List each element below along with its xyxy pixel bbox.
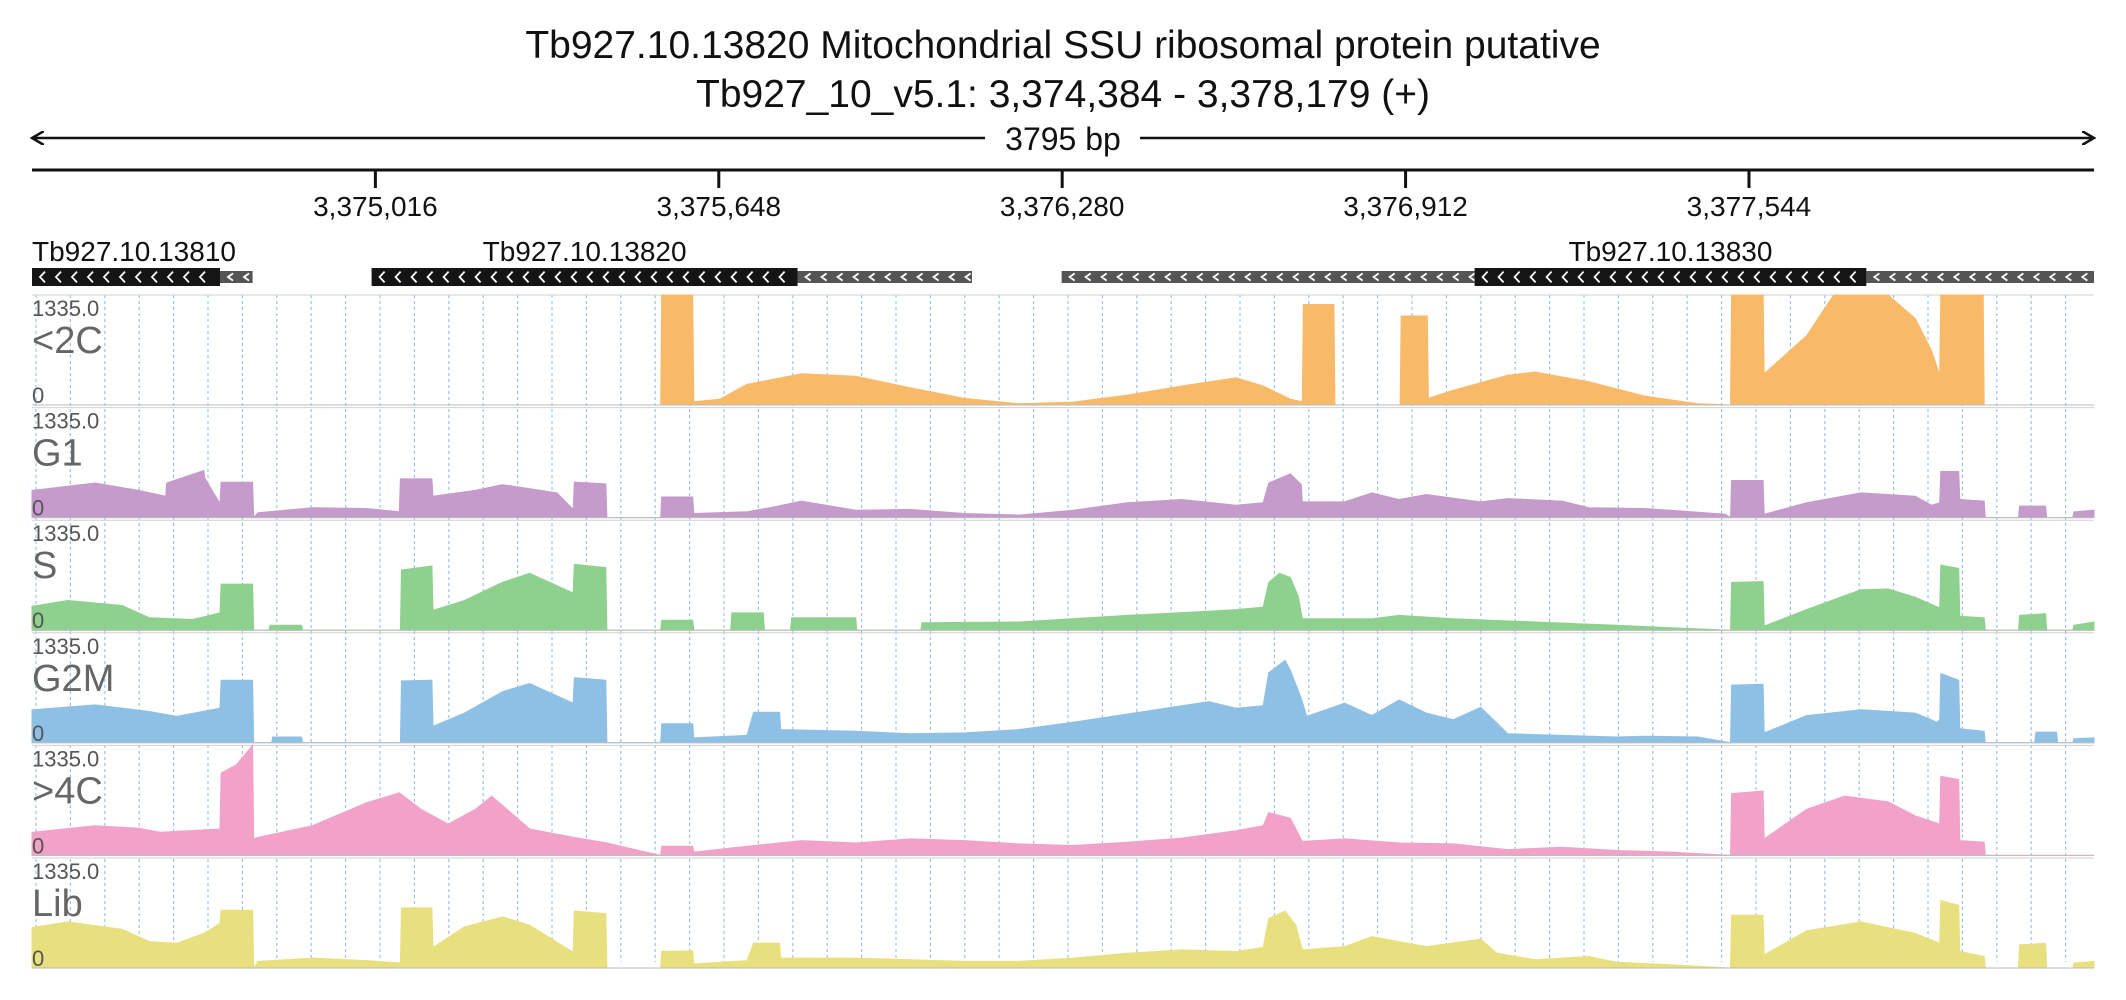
y-max-label: 1335.0 [32,409,99,434]
track-g2m: 1335.0 0 G2M [31,632,2095,746]
track-name: <2C [32,320,103,362]
track-name: G1 [32,433,83,475]
coverage-tracks: 1335.00<2C1335.00G11335.00S1335.00G2M133… [31,294,2095,971]
span-label: 3795 bp [1005,121,1121,157]
gene-label: Tb927.10.13830 [1568,236,1772,267]
y-max-label: 1335.0 [32,296,99,321]
axis-tick-label: 3,376,280 [1000,191,1125,222]
y-min-label: 0 [32,946,44,971]
gene-utr [219,271,253,283]
strand-chevrons [226,272,250,282]
track-s: 1335.0 0 S [31,519,2095,633]
coverage-area [32,294,2094,406]
gene-utr [1866,271,2094,283]
strand-chevrons [1068,272,1476,282]
coverage-area [31,563,2095,631]
strand-chevrons [1872,272,2088,282]
y-max-label: 1335.0 [32,859,99,884]
track-name: >4C [32,770,103,812]
gene-cds [32,268,220,286]
chart-title: Tb927.10.13820 Mitochondrial SSU ribosom… [525,24,1600,67]
strand-chevrons [804,272,972,282]
chart-subtitle: Tb927_10_v5.1: 3,374,384 - 3,378,179 (+) [696,73,1430,116]
gene-label: Tb927.10.13820 [483,236,687,267]
strand-chevrons [1481,270,1857,284]
gene-model: Tb927.10.13820 [371,236,972,286]
track-name: G2M [32,658,114,700]
track-g1: 1335.0 0 G1 [31,407,2095,521]
track-name: S [32,545,57,587]
gene-cds [1474,268,1867,286]
track-name: Lib [32,883,83,925]
span-ruler: 3795 bp [32,121,2094,157]
coverage-area [31,469,2095,519]
coverage-area [31,899,2095,970]
y-min-label: 0 [32,721,44,746]
coverage-area [31,659,2095,744]
y-max-label: 1335.0 [32,634,99,659]
coverage-area [31,744,2094,857]
y-min-label: 0 [32,608,44,633]
strand-chevrons [38,270,206,284]
track-4c: 1335.0 0 >4C [31,744,2094,858]
gene-model: Tb927.10.13830 [1061,236,2094,286]
y-max-label: 1335.0 [32,746,99,771]
gene-utr [1061,271,1475,283]
y-min-label: 0 [32,833,44,858]
track-2c: 1335.0 0 <2C [32,294,2094,408]
y-min-label: 0 [32,496,44,521]
track-lib: 1335.0 0 Lib [31,857,2095,971]
strand-chevrons [378,270,786,284]
gene-label: Tb927.10.13810 [32,236,236,267]
axis-tick-label: 3,376,912 [1343,191,1468,222]
gene-annotations: Tb927.10.13810 Tb927.10.13820 Tb927.10.138… [32,236,2094,286]
axis-tick-label: 3,375,016 [313,191,438,222]
y-min-label: 0 [32,383,44,408]
gene-cds [371,268,798,286]
axis-tick-label: 3,377,544 [1687,191,1812,222]
axis-tick-label: 3,375,648 [657,191,782,222]
y-max-label: 1335.0 [32,521,99,546]
gene-model: Tb927.10.13810 [32,236,253,286]
coordinate-axis: 3,375,016 3,375,648 3,376,280 3,376,912 3,37… [32,168,2094,222]
